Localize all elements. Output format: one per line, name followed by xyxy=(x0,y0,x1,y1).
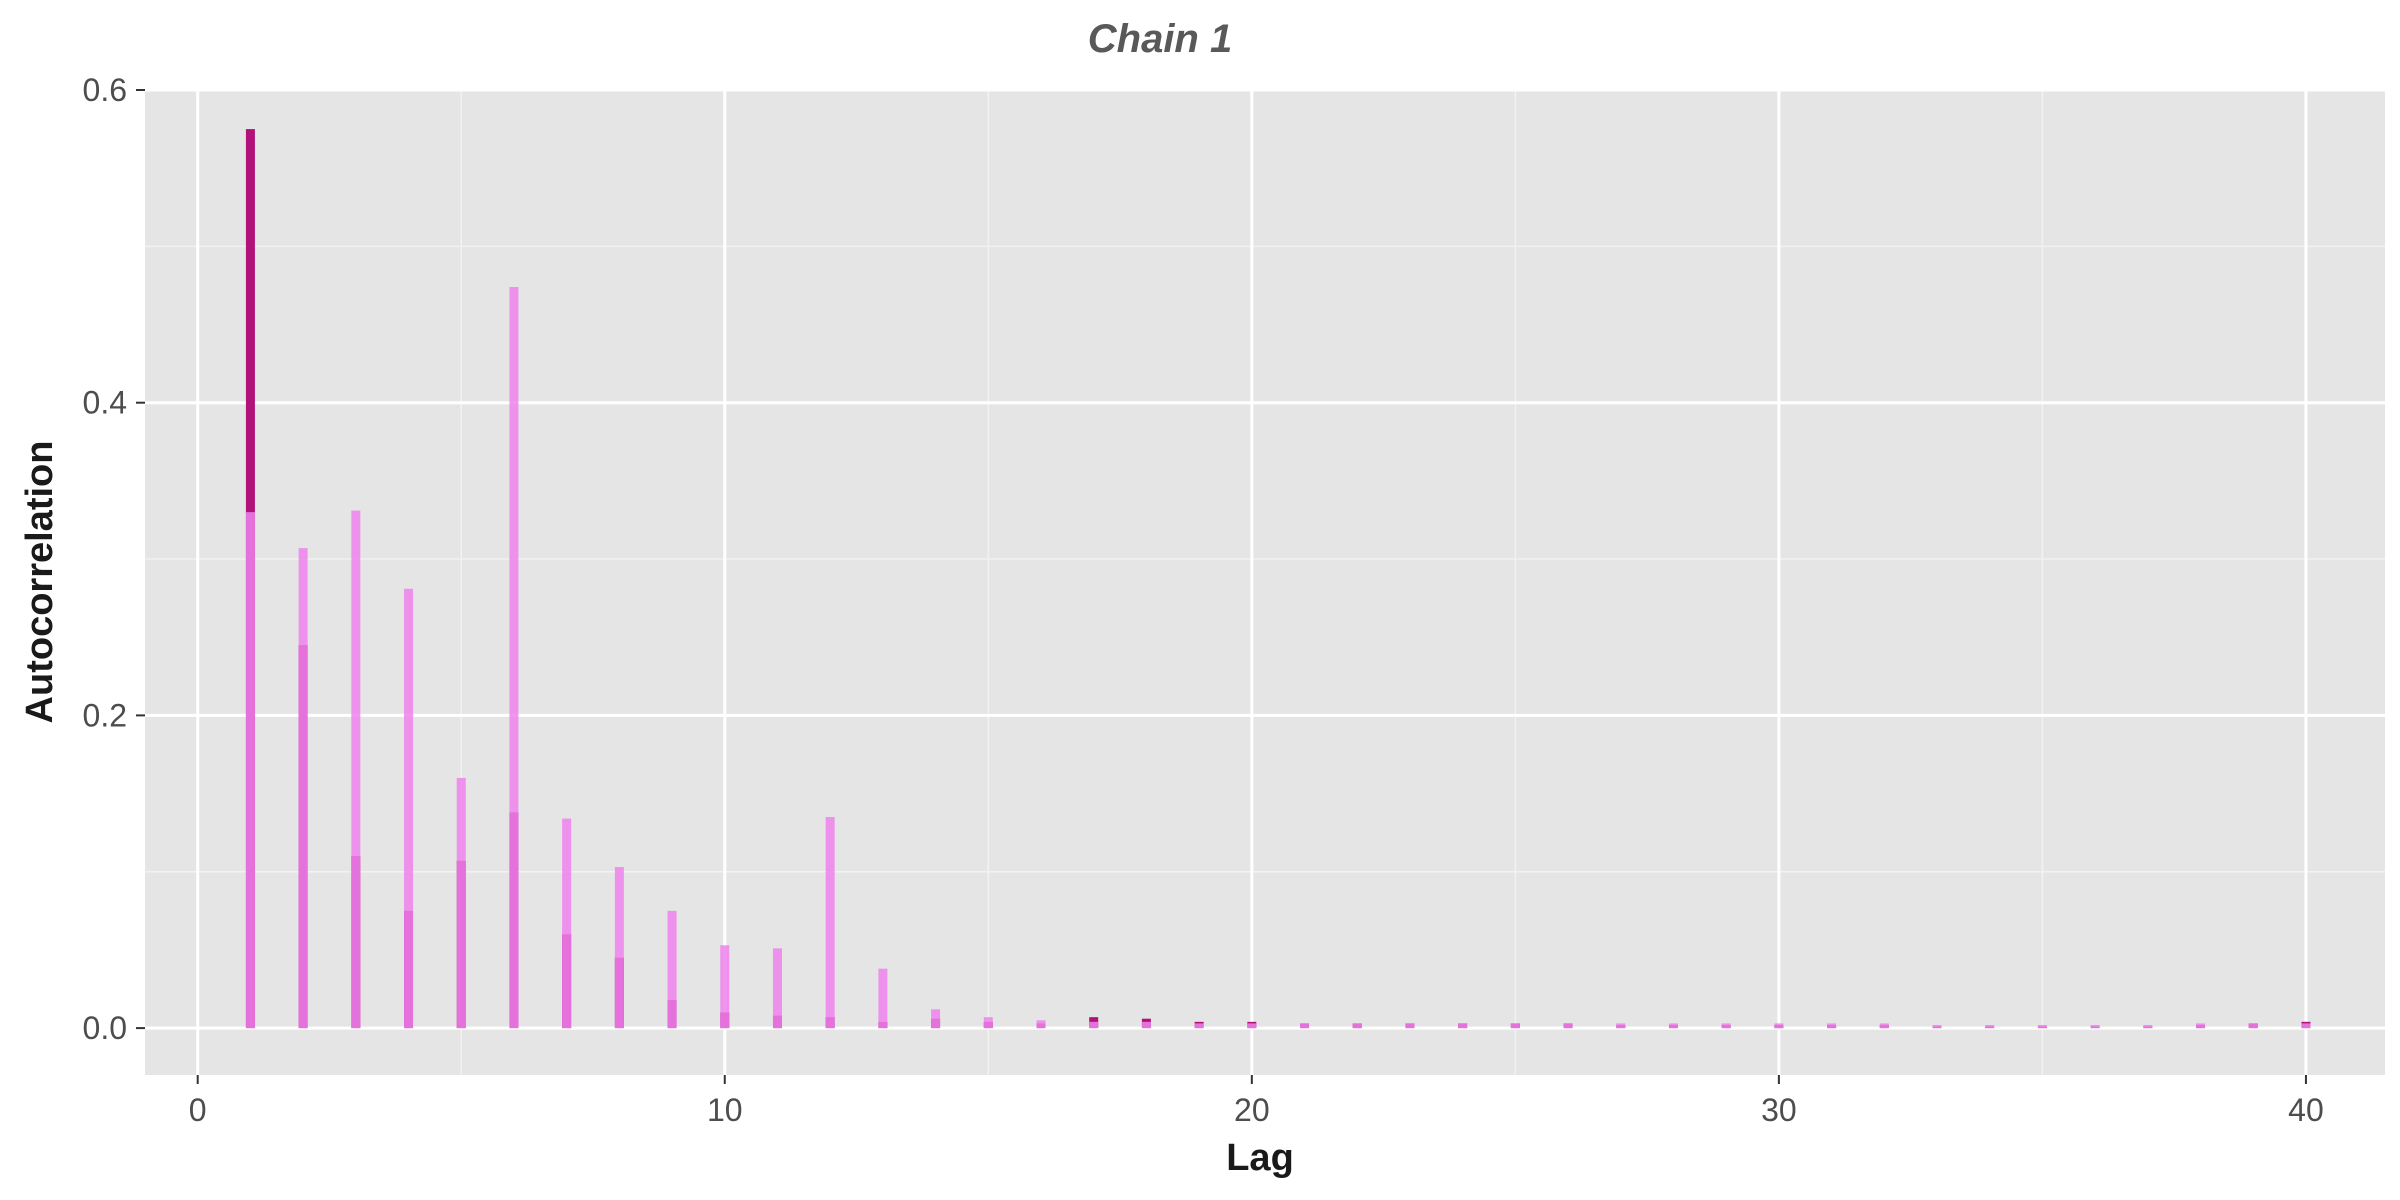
x-axis: 0 10 20 30 40 xyxy=(189,1075,2324,1128)
acf-bar xyxy=(1563,1023,1573,1029)
acf-bar xyxy=(1774,1023,1784,1029)
y-tick-label: 0.0 xyxy=(83,1010,127,1046)
acf-bar xyxy=(2090,1024,2100,1029)
bar-marks xyxy=(245,129,2311,1029)
y-axis: 0.0 0.2 0.4 0.6 xyxy=(83,72,145,1046)
acf-bar xyxy=(983,1017,993,1029)
y-axis-title: Autocorrelation xyxy=(19,441,61,724)
acf-bar xyxy=(1668,1023,1678,1029)
chart-title: Chain 1 xyxy=(1088,17,1232,61)
acf-bar xyxy=(1194,1023,1204,1029)
acf-bar xyxy=(614,867,624,1029)
acf-bar xyxy=(2196,1023,2206,1029)
acf-bar xyxy=(1879,1023,1889,1029)
acf-bar xyxy=(2037,1024,2047,1029)
acf-bar xyxy=(1616,1023,1626,1029)
acf-bar xyxy=(509,287,519,1029)
acf-bar xyxy=(562,818,572,1029)
acf-bar xyxy=(2301,1023,2311,1029)
acf-bar xyxy=(298,548,308,1029)
acf-bar xyxy=(2143,1024,2153,1029)
acf-bar xyxy=(1827,1023,1837,1029)
acf-bar xyxy=(931,1009,941,1029)
acf-bar xyxy=(772,948,782,1029)
acf-bar xyxy=(1458,1023,1468,1029)
x-tick-label: 30 xyxy=(1761,1092,1797,1128)
y-tick-label: 0.6 xyxy=(83,72,127,108)
acf-bar xyxy=(1300,1023,1310,1029)
acf-bar xyxy=(404,588,414,1029)
x-tick-label: 20 xyxy=(1234,1092,1270,1128)
acf-bar xyxy=(1141,1021,1151,1029)
acf-bar xyxy=(351,510,361,1029)
x-tick-label: 10 xyxy=(707,1092,743,1128)
acf-bar xyxy=(667,910,677,1029)
acf-bar xyxy=(1352,1023,1362,1029)
acf-bar xyxy=(1932,1024,1942,1029)
acf-bar xyxy=(878,968,888,1029)
x-tick-label: 40 xyxy=(2288,1092,2324,1128)
acf-bar xyxy=(456,777,466,1029)
acf-bar xyxy=(245,512,255,1029)
acf-bar xyxy=(720,945,730,1029)
y-tick-label: 0.4 xyxy=(83,385,127,421)
x-axis-title: Lag xyxy=(1226,1137,1294,1179)
acf-bar xyxy=(1405,1023,1415,1029)
major-gridlines xyxy=(145,88,2385,1075)
minor-gridlines xyxy=(145,90,2385,1075)
acf-bar xyxy=(1510,1023,1520,1029)
x-tick-label: 0 xyxy=(189,1092,207,1128)
acf-bar xyxy=(825,817,835,1029)
acf-bar xyxy=(2248,1023,2258,1029)
acf-bar xyxy=(1247,1023,1257,1029)
acf-bar xyxy=(1089,1021,1099,1029)
acf-bar xyxy=(1036,1020,1046,1029)
plot-panel xyxy=(145,90,2385,1075)
acf-bar xyxy=(1985,1024,1995,1029)
acf-bar xyxy=(1721,1023,1731,1029)
y-tick-label: 0.2 xyxy=(83,697,127,733)
